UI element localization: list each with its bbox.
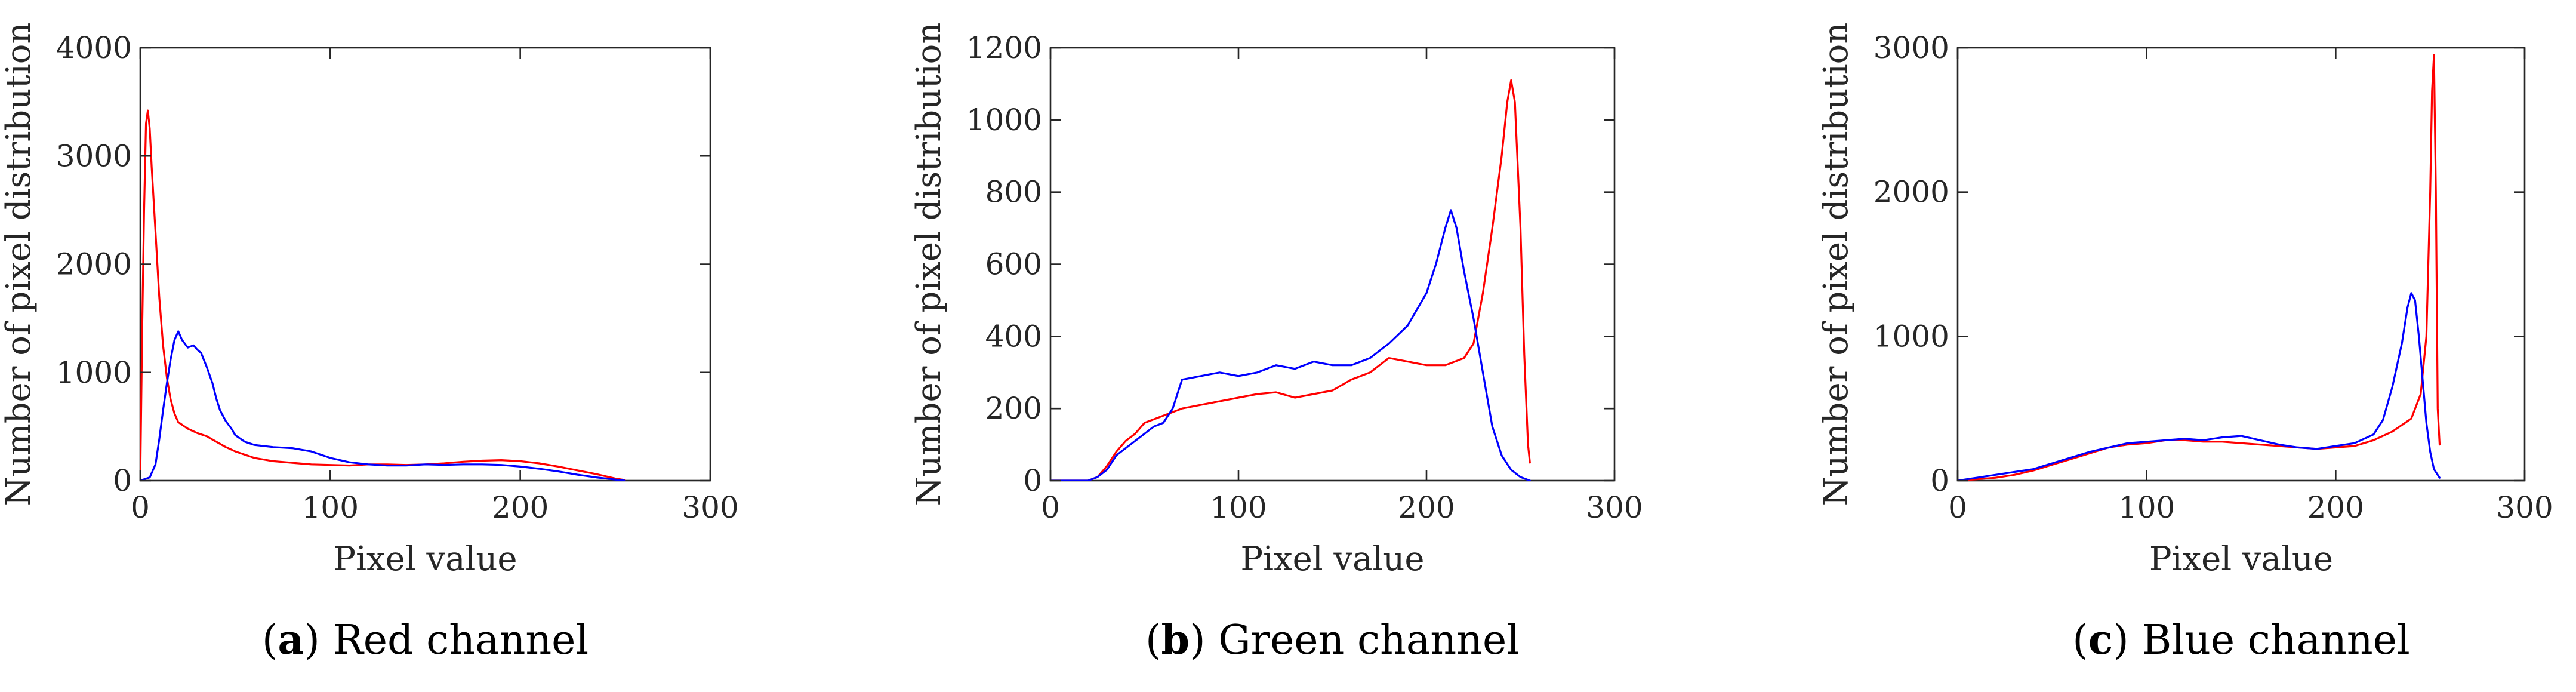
caption-letter: c xyxy=(2088,616,2113,664)
caption-text: ) Red channel xyxy=(304,617,588,664)
y-axis-label: Number of pixel distribution xyxy=(0,23,38,506)
y-tick-label: 0 xyxy=(1023,463,1042,498)
x-axis-label: Pixel value xyxy=(333,540,517,579)
series-group xyxy=(140,109,626,481)
y-tick-label: 2000 xyxy=(1874,175,1949,210)
y-tick-label: 600 xyxy=(985,247,1042,282)
caption-open-paren: ( xyxy=(262,617,278,664)
caption-open-paren: ( xyxy=(2072,617,2088,664)
series-line-red xyxy=(1958,54,2441,481)
x-tick-label: 100 xyxy=(302,490,359,525)
plot-frame xyxy=(1956,47,2526,482)
y-tick-label: 800 xyxy=(985,175,1042,210)
x-tick-label: 200 xyxy=(492,490,549,525)
y-tick-label: 3000 xyxy=(1874,30,1949,65)
y-tick-label: 1000 xyxy=(1874,319,1949,353)
x-tick-label: 100 xyxy=(1210,490,1267,525)
caption-letter: b xyxy=(1161,616,1190,664)
y-tick-label: 200 xyxy=(985,391,1042,426)
series-line-blue xyxy=(1050,209,1531,481)
y-tick-label: 1000 xyxy=(966,103,1042,137)
series-line-blue xyxy=(140,330,626,481)
x-axis-label: Pixel value xyxy=(1240,540,1424,579)
x-tick-label: 200 xyxy=(1398,490,1455,525)
y-tick-label: 1200 xyxy=(966,30,1042,65)
caption-text: ) Green channel xyxy=(1190,617,1520,664)
x-tick-label: 100 xyxy=(2118,490,2175,525)
x-tick-label: 0 xyxy=(1948,490,1967,525)
caption-open-paren: ( xyxy=(1145,617,1161,664)
y-axis-label: Number of pixel distribution xyxy=(910,23,948,506)
series-group xyxy=(1050,79,1531,481)
y-axis-label: Number of pixel distribution xyxy=(1817,23,1856,506)
series-group xyxy=(1958,54,2441,481)
x-tick-label: 300 xyxy=(1586,490,1643,525)
x-tick-label: 300 xyxy=(682,490,738,525)
y-tick-label: 3000 xyxy=(56,139,132,173)
panel-caption: (b) Green channel xyxy=(1145,616,1520,664)
y-tick-label: 2000 xyxy=(56,247,132,282)
x-tick-label: 0 xyxy=(1041,490,1060,525)
series-line-blue xyxy=(1958,292,2441,481)
y-tick-label: 1000 xyxy=(56,355,132,390)
x-tick-label: 200 xyxy=(2307,490,2364,525)
series-line-red xyxy=(140,109,626,481)
y-tick-label: 0 xyxy=(113,463,132,498)
panel-caption: (a) Red channel xyxy=(262,616,588,664)
x-tick-label: 0 xyxy=(131,490,150,525)
x-tick-label: 300 xyxy=(2496,490,2553,525)
panel-b: 0 100 200 300 0 200 400 600 800 1000 1200 Pixel val… xyxy=(910,23,1643,664)
caption-letter: a xyxy=(278,616,304,664)
x-axis-label: Pixel value xyxy=(2149,540,2333,579)
y-tick-label: 0 xyxy=(1930,463,1949,498)
caption-text: ) Blue channel xyxy=(2113,617,2410,664)
y-tick-label: 4000 xyxy=(56,30,132,65)
series-line-red xyxy=(1050,79,1531,481)
y-tick-label: 400 xyxy=(985,319,1042,353)
panel-caption: (c) Blue channel xyxy=(2072,616,2409,664)
